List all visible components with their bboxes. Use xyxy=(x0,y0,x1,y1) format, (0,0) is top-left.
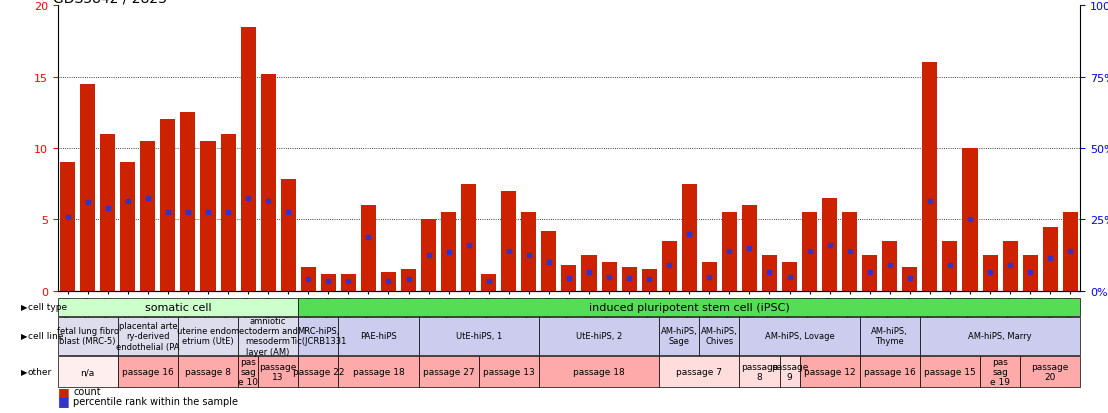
Bar xyxy=(300,267,316,291)
Bar xyxy=(602,263,616,291)
Bar xyxy=(842,213,858,291)
Bar xyxy=(161,120,175,291)
Text: induced pluripotent stem cell (iPSC): induced pluripotent stem cell (iPSC) xyxy=(588,302,790,312)
Text: UtE-hiPS, 1: UtE-hiPS, 1 xyxy=(455,332,502,340)
Bar xyxy=(1063,213,1078,291)
Bar xyxy=(141,142,155,291)
Bar xyxy=(902,267,917,291)
Bar xyxy=(701,263,717,291)
Text: pas
sag
e 10: pas sag e 10 xyxy=(238,357,258,387)
Bar xyxy=(762,256,777,291)
Text: placental arte
ry-derived
endothelial (PA: placental arte ry-derived endothelial (P… xyxy=(116,321,179,351)
Bar xyxy=(721,213,737,291)
Text: passage
13: passage 13 xyxy=(259,362,297,381)
Text: passage 7: passage 7 xyxy=(676,367,722,376)
Text: cell type: cell type xyxy=(28,303,66,311)
Bar xyxy=(742,206,757,291)
Text: percentile rank within the sample: percentile rank within the sample xyxy=(73,396,238,406)
Bar xyxy=(983,256,997,291)
Text: passage 22: passage 22 xyxy=(293,367,345,376)
Bar xyxy=(60,163,75,291)
Text: passage 18: passage 18 xyxy=(573,367,625,376)
Text: passage 12: passage 12 xyxy=(803,367,855,376)
Text: passage
9: passage 9 xyxy=(771,362,808,381)
Text: UtE-hiPS, 2: UtE-hiPS, 2 xyxy=(576,332,623,340)
Text: passage
8: passage 8 xyxy=(741,362,778,381)
Bar xyxy=(1003,241,1017,291)
Text: amniotic
ectoderm and
mesoderm
layer (AM): amniotic ectoderm and mesoderm layer (AM… xyxy=(238,316,298,356)
Bar xyxy=(782,263,797,291)
Bar xyxy=(260,75,276,291)
Bar xyxy=(882,241,897,291)
Bar xyxy=(100,135,115,291)
Bar xyxy=(321,274,336,291)
Text: count: count xyxy=(73,386,101,396)
Bar xyxy=(802,213,817,291)
Text: AM-hiPS, Lovage: AM-hiPS, Lovage xyxy=(765,332,834,340)
Text: passage 27: passage 27 xyxy=(423,367,474,376)
Text: ▶: ▶ xyxy=(21,367,28,376)
Bar xyxy=(280,180,296,291)
Bar xyxy=(421,220,437,291)
Bar xyxy=(121,163,135,291)
Text: AM-hiPS,
Thyme: AM-hiPS, Thyme xyxy=(871,326,909,346)
Bar xyxy=(441,213,456,291)
Text: fetal lung fibro
blast (MRC-5): fetal lung fibro blast (MRC-5) xyxy=(57,326,119,346)
Bar xyxy=(963,149,977,291)
Bar xyxy=(862,256,878,291)
Text: uterine endom
etrium (UtE): uterine endom etrium (UtE) xyxy=(177,326,239,346)
Bar xyxy=(622,267,637,291)
Bar xyxy=(461,184,476,291)
Text: passage 13: passage 13 xyxy=(483,367,535,376)
Bar xyxy=(341,274,356,291)
Text: passage
20: passage 20 xyxy=(1032,362,1069,381)
Text: AM-hiPS, Marry: AM-hiPS, Marry xyxy=(968,332,1032,340)
Text: cell line: cell line xyxy=(28,332,63,340)
Bar xyxy=(381,273,396,291)
Bar xyxy=(542,231,556,291)
Text: somatic cell: somatic cell xyxy=(145,302,212,312)
Bar xyxy=(681,184,697,291)
Bar xyxy=(361,206,376,291)
Bar xyxy=(481,274,496,291)
Text: ■: ■ xyxy=(58,394,70,407)
Text: pas
sag
e 19: pas sag e 19 xyxy=(991,357,1010,387)
Text: passage 18: passage 18 xyxy=(352,367,404,376)
Bar xyxy=(201,142,216,291)
Bar xyxy=(501,192,516,291)
Text: ▶: ▶ xyxy=(21,303,28,311)
Text: passage 8: passage 8 xyxy=(185,367,230,376)
Bar xyxy=(240,28,256,291)
Bar xyxy=(582,256,596,291)
Text: AM-hiPS,
Sage: AM-hiPS, Sage xyxy=(660,326,698,346)
Text: passage 15: passage 15 xyxy=(924,367,976,376)
Text: other: other xyxy=(28,367,52,376)
Text: GDS3842 / 2823: GDS3842 / 2823 xyxy=(52,0,166,5)
Bar xyxy=(943,241,957,291)
Bar xyxy=(80,85,95,291)
Bar xyxy=(1023,256,1038,291)
Bar xyxy=(181,113,195,291)
Text: AM-hiPS,
Chives: AM-hiPS, Chives xyxy=(701,326,738,346)
Text: passage 16: passage 16 xyxy=(864,367,915,376)
Bar xyxy=(922,63,937,291)
Bar xyxy=(401,270,417,291)
Bar xyxy=(661,241,677,291)
Text: ■: ■ xyxy=(58,385,70,398)
Text: passage 16: passage 16 xyxy=(122,367,174,376)
Bar xyxy=(522,213,536,291)
Text: ▶: ▶ xyxy=(21,332,28,340)
Text: n/a: n/a xyxy=(81,367,95,376)
Bar xyxy=(1043,227,1058,291)
Bar xyxy=(642,270,657,291)
Bar xyxy=(220,135,236,291)
Bar xyxy=(562,266,576,291)
Text: MRC-hiPS,
Tic(JCRB1331: MRC-hiPS, Tic(JCRB1331 xyxy=(290,326,347,346)
Text: PAE-hiPS: PAE-hiPS xyxy=(360,332,397,340)
Bar xyxy=(822,199,838,291)
